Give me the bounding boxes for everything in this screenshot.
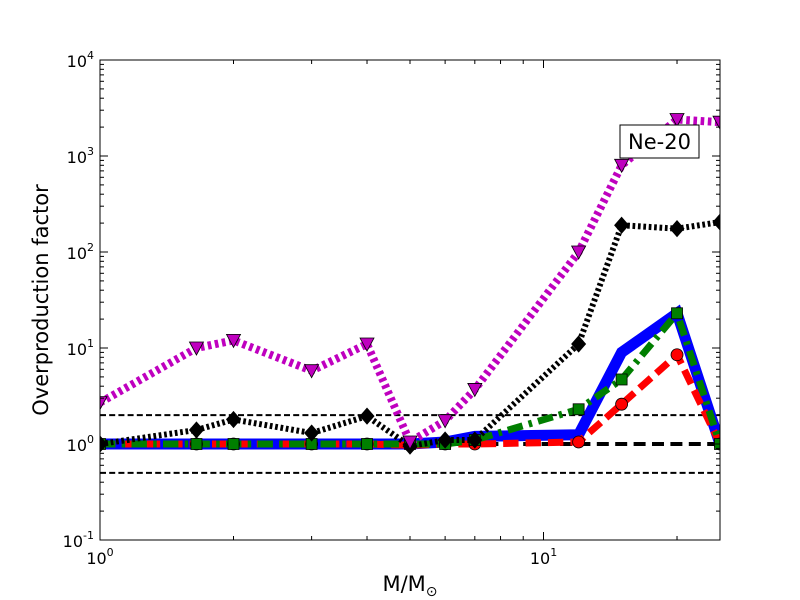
y-tick-label-3-exponent: 2 <box>87 241 94 254</box>
series-2-point-2 <box>227 438 240 450</box>
y-tick-label-4: 103 <box>67 145 94 167</box>
series-2-point-9 <box>615 373 628 386</box>
series-3-point-3 <box>304 424 320 442</box>
x-tick-label-1: 101 <box>530 546 557 568</box>
y-tick-label-5-base: 10 <box>67 52 87 71</box>
y-tick-label-1-base: 10 <box>67 436 87 455</box>
series-4-point-8 <box>570 245 587 260</box>
series-4-point-9 <box>613 158 630 174</box>
series-1-point-8 <box>572 435 586 449</box>
series-4-point-3 <box>303 364 320 379</box>
series-4-point-2 <box>225 333 242 349</box>
y-tick-label-4-exponent: 3 <box>87 145 94 158</box>
series-3-point-9 <box>614 216 630 234</box>
series-2-point-8 <box>572 403 585 416</box>
y-tick-label-0-base: 10 <box>63 532 83 551</box>
series-4-point-0 <box>100 396 108 411</box>
series-2-point-1 <box>190 438 203 450</box>
y-tick-label-4-base: 10 <box>67 148 87 167</box>
x-axis-label-main: M/M <box>382 572 425 596</box>
annotation-box: Ne-20 <box>619 124 700 159</box>
y-tick-label-2-base: 10 <box>67 340 87 359</box>
series-4-point-5 <box>402 435 418 450</box>
x-tick-label-0: 100 <box>86 546 113 568</box>
series-3-point-10 <box>669 220 685 238</box>
x-axis-label-subscript: ⊙ <box>426 584 438 600</box>
series-3-point-7 <box>467 431 483 449</box>
series-4-point-1 <box>188 341 205 356</box>
series-markers <box>100 113 720 455</box>
annotation-label: Ne-20 <box>628 130 691 154</box>
y-tick-label-1: 100 <box>67 433 94 455</box>
y-tick-label-3-base: 10 <box>67 244 87 263</box>
y-tick-label-2: 101 <box>67 337 94 359</box>
y-tick-label-0-exponent: -1 <box>83 529 94 542</box>
series-4-point-6 <box>437 414 453 429</box>
series-4-point-10 <box>669 113 685 128</box>
y-tick-label-1-exponent: 0 <box>87 433 94 446</box>
axis-ticks <box>99 59 720 541</box>
y-axis-label: Overproduction factor <box>29 184 53 416</box>
series-2-point-4 <box>361 438 373 450</box>
y-tick-label-3: 102 <box>67 241 94 263</box>
series-1-point-9 <box>615 397 629 411</box>
series-3-point-4 <box>359 407 375 425</box>
series-4-point-11 <box>712 115 720 131</box>
annotation-frame <box>619 124 700 159</box>
y-tick-label-2-exponent: 1 <box>87 337 94 350</box>
x-axis-label: M/M⊙ <box>382 572 437 600</box>
series-3-point-1 <box>188 421 204 439</box>
x-tick-label-0-exponent: 0 <box>107 546 114 559</box>
series-4-point-7 <box>467 383 483 398</box>
series-1-point-10 <box>670 348 684 362</box>
series-3-point-8 <box>571 335 587 353</box>
x-tick-label-0-base: 10 <box>86 549 106 568</box>
series-3-point-2 <box>225 410 242 429</box>
series-3-point-6 <box>437 431 453 449</box>
y-tick-label-5-exponent: 4 <box>87 49 94 62</box>
y-tick-label-5: 104 <box>67 49 94 71</box>
y-tick-label-0: 10-1 <box>63 529 94 551</box>
x-tick-label-1-base: 10 <box>530 549 550 568</box>
series-4-point-4 <box>359 337 375 352</box>
series-2-point-10 <box>671 307 683 320</box>
x-tick-label-1-exponent: 1 <box>550 546 557 559</box>
series-3-point-11 <box>712 213 720 231</box>
